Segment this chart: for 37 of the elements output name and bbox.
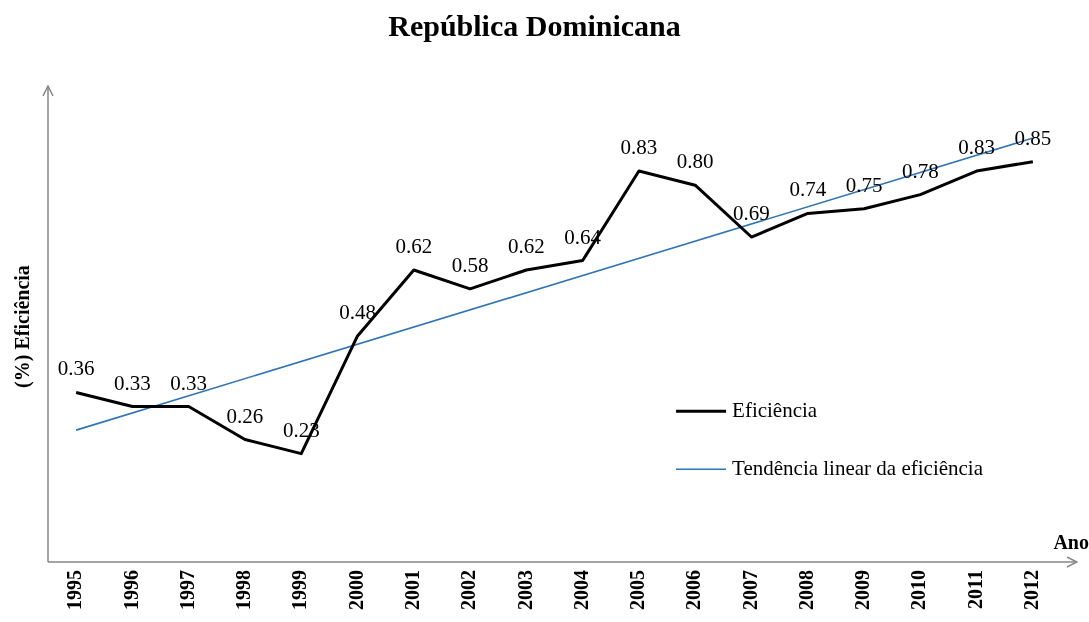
chart-title: República Dominicana (388, 8, 681, 42)
x-tick-label: 2007 (738, 570, 761, 610)
data-label: 0.48 (339, 299, 376, 324)
data-label: 0.69 (733, 201, 770, 226)
data-label: 0.26 (226, 403, 264, 428)
x-tick-label: 2006 (682, 570, 705, 610)
x-tick-label: 2008 (794, 570, 817, 610)
x-tick-label: 2005 (626, 570, 649, 610)
data-label: 0.58 (451, 252, 489, 277)
x-tick-label: 2004 (569, 570, 592, 610)
data-label: 0.62 (395, 234, 433, 258)
data-label: 0.62 (507, 234, 545, 258)
x-tick-label: 2010 (907, 570, 930, 610)
x-tick-label: 1997 (175, 570, 198, 610)
x-axis-title: Ano (1053, 531, 1089, 554)
y-axis-title: (%) Eficiência (11, 265, 35, 388)
x-tick-label: 1999 (288, 570, 311, 610)
data-label: 0.83 (620, 135, 658, 160)
data-label: 0.36 (57, 356, 95, 381)
data-label: 0.83 (958, 135, 995, 160)
data-label: 0.80 (676, 149, 714, 174)
data-label: 0.33 (114, 370, 151, 395)
x-tick-label: 2001 (400, 570, 423, 610)
x-tick-label: 1996 (119, 570, 142, 610)
x-tick-label: 2003 (513, 570, 536, 610)
data-label: 0.74 (789, 177, 827, 202)
x-tick-label: 2002 (457, 570, 480, 610)
x-tick-label: 1998 (232, 570, 255, 610)
legend-label: Eficiência (732, 397, 818, 422)
x-tick-label: 2011 (963, 570, 986, 609)
x-tick-label: 2009 (851, 570, 874, 610)
x-tick-label: 2000 (344, 570, 367, 610)
x-tick-label: 2012 (1020, 570, 1043, 610)
x-tick-label: 1995 (63, 570, 86, 610)
data-label: 0.85 (1014, 125, 1052, 150)
data-label: 0.33 (170, 370, 208, 395)
legend-label: Tendência linear da eficiência (732, 455, 984, 480)
